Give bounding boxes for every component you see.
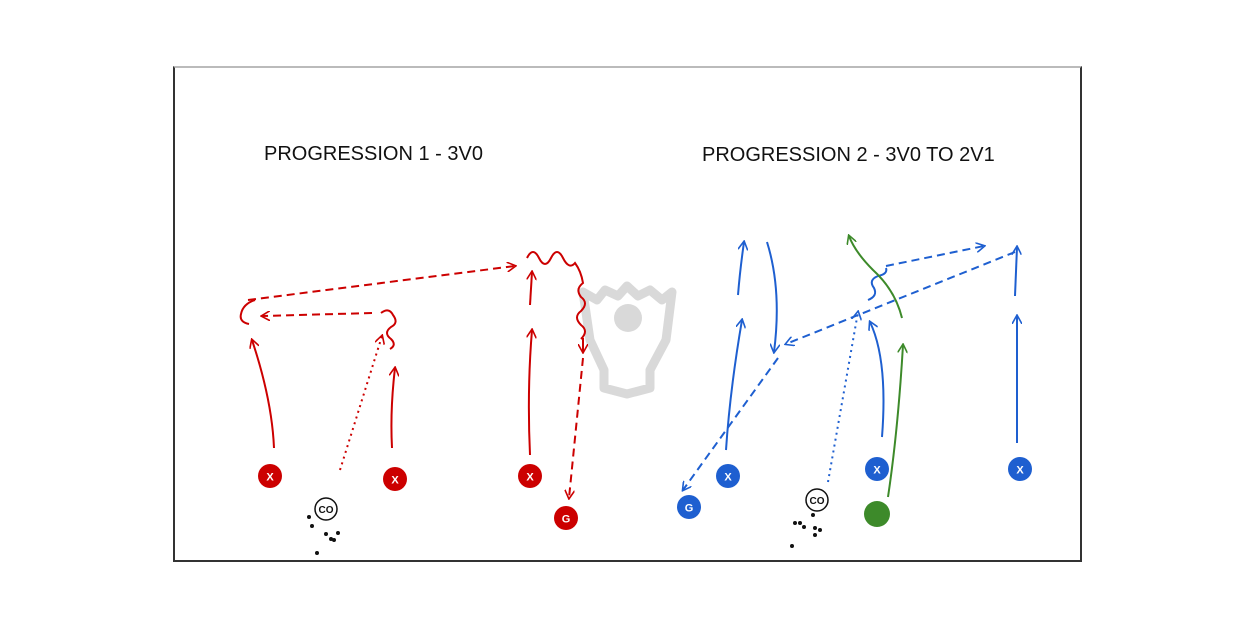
progression-1-drill: X X X G CO — [239, 251, 586, 555]
coach-marker: CO — [805, 488, 829, 512]
dodge-path — [239, 299, 256, 325]
progression-2-drill: X X X G CO — [677, 236, 1032, 548]
svg-text:X: X — [391, 475, 399, 487]
svg-text:CO: CO — [810, 496, 825, 507]
defender-path — [849, 236, 903, 319]
defender-path — [887, 345, 903, 498]
cut-path — [1015, 247, 1017, 297]
svg-text:G: G — [562, 514, 571, 526]
pass-path — [683, 357, 779, 490]
dodge-path — [867, 267, 888, 301]
svg-text:X: X — [724, 472, 732, 484]
attacker-player: X — [258, 464, 282, 488]
attacker-player: X — [518, 464, 542, 488]
pass-path — [247, 266, 515, 301]
defender-player — [864, 501, 890, 527]
dodge-path — [526, 251, 586, 340]
progression-1-title: PROGRESSION 1 - 3V0 — [264, 143, 483, 165]
cut-path — [725, 320, 742, 451]
svg-text:G: G — [685, 503, 694, 515]
attacker-player: X — [716, 464, 740, 488]
ball-pile — [790, 513, 822, 548]
coach-marker: CO — [314, 497, 338, 521]
svg-text:X: X — [873, 465, 881, 477]
attacker-player: X — [865, 457, 889, 481]
cut-path — [252, 340, 275, 449]
pass-path — [786, 251, 1016, 344]
pass-path — [827, 312, 858, 483]
svg-text:X: X — [266, 472, 274, 484]
ball-pile — [307, 515, 340, 555]
svg-text:CO: CO — [319, 505, 334, 516]
goalie-player: G — [554, 506, 578, 530]
cut-path — [870, 322, 885, 438]
pass-path — [339, 336, 382, 471]
pass-path — [569, 357, 584, 498]
attacker-player: X — [383, 467, 407, 491]
cut-path — [737, 242, 744, 296]
pass-path — [262, 313, 373, 316]
cut-path — [529, 330, 532, 456]
lacrosse-head-logo-icon — [578, 281, 677, 399]
cut-path — [766, 241, 777, 352]
svg-text:X: X — [1016, 465, 1024, 477]
attacker-player: X — [1008, 457, 1032, 481]
pass-path — [885, 246, 984, 267]
progression-2-title: PROGRESSION 2 - 3V0 TO 2V1 — [702, 144, 995, 166]
svg-text:X: X — [526, 472, 534, 484]
goalie-player: G — [677, 495, 701, 519]
dodge-path — [380, 309, 397, 350]
cut-path — [530, 272, 532, 306]
cut-path — [391, 368, 395, 449]
